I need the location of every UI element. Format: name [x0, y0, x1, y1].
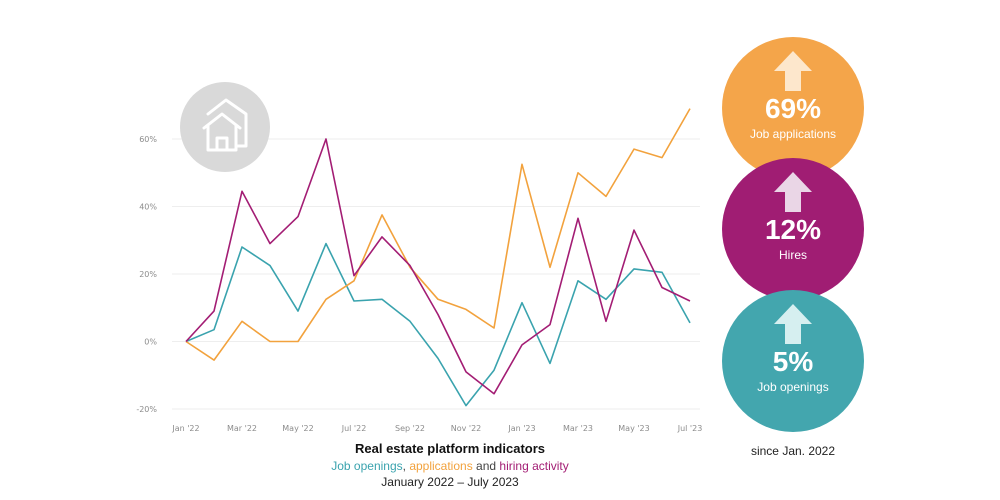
subtitle-applications: applications [409, 459, 473, 473]
chart-subtitle: Job openings, applications and hiring ac… [260, 458, 640, 474]
applications-percent: 69% [764, 93, 822, 124]
y-axis-ticks: -20% 0% 20% 40% 60% [136, 135, 157, 414]
y-tick-label: 40% [139, 203, 157, 212]
series-line-job-openings [185, 242, 691, 407]
arrow-up-icon [774, 304, 812, 344]
x-tick-label: Jan '23 [507, 424, 535, 433]
arrow-up-icon [774, 172, 812, 212]
y-tick-label: 0% [144, 338, 157, 347]
subtitle-sep-1: , [402, 459, 410, 473]
subtitle-sep-2: and [472, 459, 500, 473]
y-tick-label: -20% [136, 405, 157, 414]
series-lines [185, 108, 691, 407]
x-tick-label: May '23 [618, 424, 649, 433]
hires-callout: 12% Hires [722, 158, 864, 300]
applications-label: Job applications [749, 127, 837, 141]
x-axis-ticks: Jan '22 Mar '22 May '22 Jul '22 Sep '22 Nov '… [171, 424, 702, 433]
arrow-up-icon [774, 51, 812, 91]
openings-label: Job openings [757, 380, 829, 394]
y-tick-label: 20% [139, 270, 157, 279]
house-icon [180, 82, 270, 172]
x-tick-label: Nov '22 [451, 424, 482, 433]
chart-caption: Real estate platform indicators Job open… [260, 440, 640, 490]
y-tick-label: 60% [139, 135, 157, 144]
x-tick-label: Sep '22 [395, 424, 425, 433]
x-tick-label: Jan '22 [171, 424, 199, 433]
series-line-hires [185, 138, 691, 395]
hires-label: Hires [778, 248, 807, 262]
hires-percent: 12% [764, 214, 822, 245]
series-line-job-applications [185, 108, 691, 361]
x-tick-label: Mar '23 [563, 424, 593, 433]
openings-percent: 5% [772, 346, 814, 377]
x-tick-label: Jul '22 [341, 424, 367, 433]
openings-callout: 5% Job openings [722, 290, 864, 432]
x-tick-label: Jul '23 [677, 424, 703, 433]
chart-title: Real estate platform indicators [355, 441, 545, 456]
applications-callout: 69% Job applications [722, 37, 864, 179]
since-note: since Jan. 2022 [750, 444, 836, 458]
x-tick-label: May '22 [282, 424, 313, 433]
subtitle-hiring-activity: hiring activity [499, 459, 569, 473]
subtitle-job-openings: Job openings [331, 459, 403, 473]
chart-date-range: January 2022 – July 2023 [381, 475, 519, 489]
x-tick-label: Mar '22 [227, 424, 257, 433]
